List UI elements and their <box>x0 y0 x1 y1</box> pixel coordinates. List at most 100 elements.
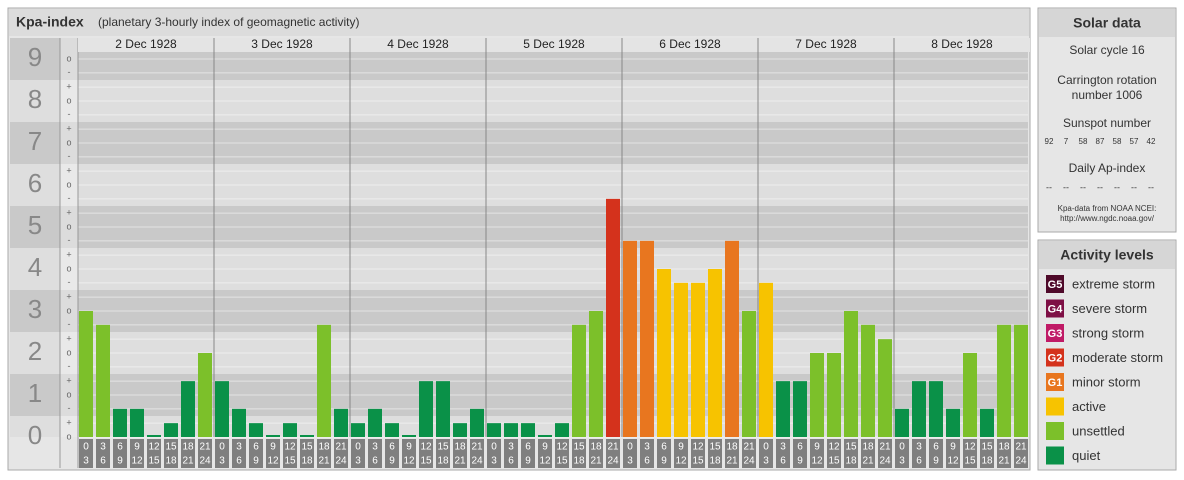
hour-label: 18 <box>845 456 857 467</box>
level-swatch <box>1046 324 1064 342</box>
bar <box>657 269 671 437</box>
bar <box>844 311 858 437</box>
hour-label: 15 <box>692 456 704 467</box>
subtick-label: - <box>68 277 71 287</box>
hour-label: 15 <box>165 442 177 453</box>
sunspot-value: 58 <box>1113 137 1122 146</box>
y-tick-label: 6 <box>28 168 42 198</box>
hour-label: 24 <box>607 456 619 467</box>
hour-label: 21 <box>1015 442 1027 453</box>
bar <box>606 198 620 437</box>
y-tick-label: 0 <box>28 420 42 450</box>
hour-cell <box>79 439 93 468</box>
hour-label: 3 <box>219 456 225 467</box>
subtick-label: o <box>66 431 71 441</box>
bar <box>504 423 518 437</box>
hour-label: 9 <box>950 442 956 453</box>
hour-cell <box>691 439 705 468</box>
hour-cell <box>725 439 739 468</box>
hour-cell <box>538 439 552 468</box>
hour-label: 21 <box>318 456 330 467</box>
subtick-label: o <box>66 263 71 273</box>
hour-label: 9 <box>253 456 259 467</box>
hour-cell <box>113 439 127 468</box>
bar <box>453 423 467 437</box>
hour-cell <box>657 439 671 468</box>
subtick-label: o <box>66 95 71 105</box>
hour-cell <box>504 439 518 468</box>
bar <box>623 240 637 437</box>
hour-label: 6 <box>661 442 667 453</box>
subtick-label: - <box>68 235 71 245</box>
hour-label: 18 <box>573 456 585 467</box>
hour-label: 9 <box>270 442 276 453</box>
hour-cell <box>487 439 501 468</box>
bar <box>164 423 178 437</box>
bar <box>334 408 348 437</box>
hour-label: 18 <box>454 442 466 453</box>
hour-label: 12 <box>947 456 959 467</box>
y-tick-label: 5 <box>28 210 42 240</box>
hour-label: 15 <box>420 456 432 467</box>
hour-label: 15 <box>284 456 296 467</box>
bar <box>895 408 909 437</box>
bar <box>487 423 501 437</box>
hour-label: 9 <box>406 442 412 453</box>
hour-cell <box>147 439 161 468</box>
sunspot-value: 42 <box>1147 137 1156 146</box>
hour-cell <box>249 439 263 468</box>
hour-label: 18 <box>981 456 993 467</box>
hour-cell <box>130 439 144 468</box>
hour-cell <box>844 439 858 468</box>
hour-label: 12 <box>131 456 143 467</box>
hour-cell <box>232 439 246 468</box>
hour-cell <box>589 439 603 468</box>
hour-label: 3 <box>899 456 905 467</box>
hour-label: 0 <box>355 442 361 453</box>
hour-label: 3 <box>372 442 378 453</box>
hour-cell <box>606 439 620 468</box>
ap-value: -- <box>1148 182 1154 192</box>
hour-label: 0 <box>491 442 497 453</box>
bar <box>980 408 994 437</box>
hour-cell <box>759 439 773 468</box>
day-header <box>758 38 894 52</box>
hour-label: 18 <box>165 456 177 467</box>
subtick-label: - <box>68 361 71 371</box>
day-header <box>486 38 622 52</box>
sunspot-value: 7 <box>1064 137 1069 146</box>
day-header <box>350 38 486 52</box>
level-swatch <box>1046 299 1064 318</box>
hour-label: 0 <box>763 442 769 453</box>
hour-label: 24 <box>879 456 891 467</box>
level-code: G2 <box>1048 352 1063 364</box>
hour-label: 15 <box>573 442 585 453</box>
hour-label: 21 <box>335 442 347 453</box>
bar <box>351 423 365 437</box>
hour-label: 18 <box>726 442 738 453</box>
day-label: 7 Dec 1928 <box>795 37 857 51</box>
bar <box>402 435 416 437</box>
hour-label: 3 <box>763 456 769 467</box>
title: Kpa-index <box>16 14 84 30</box>
hour-label: 12 <box>556 442 568 453</box>
hour-cell <box>181 439 195 468</box>
hour-label: 12 <box>539 456 551 467</box>
subtick-label: o <box>66 137 71 147</box>
hour-cell <box>708 439 722 468</box>
bar <box>317 324 331 437</box>
hour-label: 3 <box>491 456 497 467</box>
hour-label: 15 <box>964 456 976 467</box>
hour-label: 21 <box>182 456 194 467</box>
hour-label: 6 <box>117 442 123 453</box>
bar <box>79 311 93 437</box>
hour-label: 0 <box>83 442 89 453</box>
hour-cell <box>266 439 280 468</box>
day-label: 5 Dec 1928 <box>523 37 585 51</box>
hour-cell <box>96 439 110 468</box>
subtick-label: + <box>66 124 71 134</box>
hour-label: 21 <box>607 442 619 453</box>
hour-label: 9 <box>134 442 140 453</box>
bar <box>963 353 977 437</box>
